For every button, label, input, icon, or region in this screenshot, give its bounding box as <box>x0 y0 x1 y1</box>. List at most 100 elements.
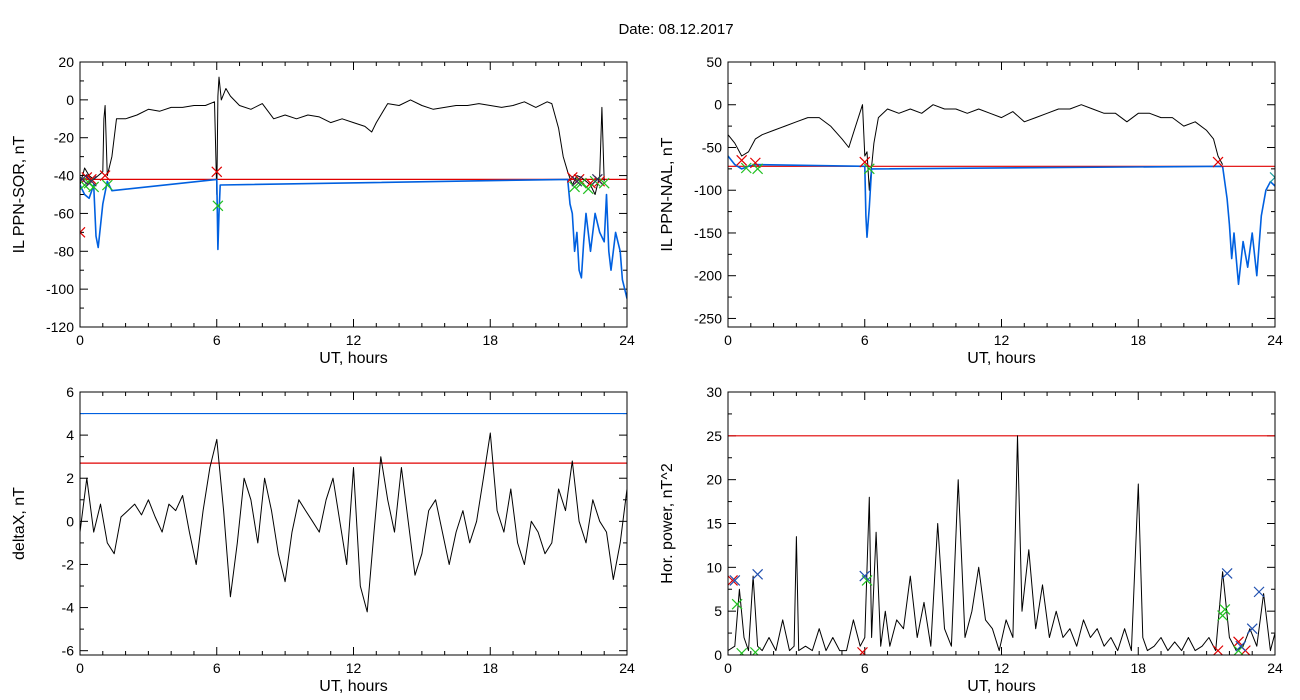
y-axis-title: Hor. power, nT^2 <box>659 463 676 584</box>
y-tick-label: 15 <box>706 516 722 532</box>
marker-x <box>731 598 743 610</box>
marker-x <box>99 170 111 181</box>
x-tick-label: 12 <box>346 660 362 676</box>
marker-x <box>212 200 224 212</box>
marker-x <box>859 570 871 582</box>
y-tick-label: 6 <box>66 384 74 400</box>
marker-x <box>749 646 761 655</box>
marker-x <box>211 166 223 178</box>
plot-frame <box>727 391 1276 656</box>
y-tick-label: -50 <box>702 139 722 155</box>
y-tick-label: 2 <box>66 470 74 486</box>
marker-x <box>1212 156 1224 168</box>
marker-x <box>598 177 610 189</box>
marker-x <box>859 156 871 168</box>
y-tick-label: 0 <box>714 647 722 663</box>
x-tick-label: 0 <box>724 660 732 676</box>
x-tick-label: 18 <box>1130 332 1146 348</box>
x-tick-label: 24 <box>1267 660 1283 676</box>
x-tick-label: 12 <box>346 332 362 348</box>
x-tick-label: 0 <box>76 660 84 676</box>
series-line-1 <box>728 104 1224 191</box>
x-tick-label: 24 <box>1267 332 1283 348</box>
marker-x <box>740 162 752 174</box>
y-axis-title: IL PPN-NAL, nT <box>659 137 676 251</box>
y-tick-label: 20 <box>58 54 74 70</box>
y-tick-label: 0 <box>714 97 722 113</box>
marker-x <box>749 157 761 169</box>
marker-x <box>1253 586 1265 598</box>
x-tick-label: 0 <box>76 332 84 348</box>
series-line-2 <box>728 155 1275 286</box>
plot-frame <box>727 61 1276 328</box>
marker-x <box>591 173 603 185</box>
y-tick-label: -250 <box>694 310 722 326</box>
series-line-1 <box>80 76 605 195</box>
x-axis-title: UT, hours <box>967 678 1035 695</box>
plot-frame <box>79 61 628 328</box>
y-tick-label: -20 <box>54 130 74 146</box>
series-line-1 <box>728 435 1275 652</box>
chart-panel-4: 0 6 12 18 24 0 5 10 15 20 25 30 UT, hours Hor. power,… <box>659 384 1283 695</box>
x-tick-label: 24 <box>619 332 635 348</box>
x-tick-label: 18 <box>482 332 498 348</box>
marker-x <box>857 646 868 655</box>
y-axis-title: IL PPN-SOR, nT <box>11 135 28 253</box>
marker-x <box>752 163 764 175</box>
x-tick-label: 12 <box>994 332 1010 348</box>
marker-x <box>863 163 875 175</box>
plot-area <box>80 76 627 299</box>
y-tick-label: 5 <box>714 603 722 619</box>
x-tick-label: 6 <box>213 660 221 676</box>
y-tick-label: -100 <box>694 182 722 198</box>
x-tick-label: 18 <box>482 660 498 676</box>
y-tick-label: -60 <box>54 205 74 221</box>
x-tick-label: 0 <box>724 332 732 348</box>
marker-x <box>80 226 86 238</box>
y-tick-label: -120 <box>46 319 74 335</box>
y-tick-label: -100 <box>46 281 74 297</box>
x-tick-label: 6 <box>861 332 869 348</box>
plot-area <box>728 435 1275 655</box>
figure-title: Date: 08.12.2017 <box>618 21 733 38</box>
x-axis-title: UT, hours <box>319 678 387 695</box>
marker-x <box>85 175 97 187</box>
marker-x <box>571 175 583 187</box>
y-tick-label: -40 <box>54 168 74 184</box>
marker-x <box>736 154 748 166</box>
x-tick-label: 18 <box>1130 660 1146 676</box>
x-tick-label: 6 <box>213 332 221 348</box>
y-tick-label: 0 <box>66 513 74 529</box>
y-tick-label: -200 <box>694 268 722 284</box>
y-tick-label: 0 <box>66 92 74 108</box>
marker-x <box>88 181 100 193</box>
marker-x <box>80 173 88 185</box>
x-tick-label: 6 <box>861 660 869 676</box>
series-line-1 <box>80 432 627 613</box>
plot-area <box>80 412 627 613</box>
x-tick-label: 12 <box>994 660 1010 676</box>
y-tick-label: 30 <box>706 384 722 400</box>
y-tick-label: 4 <box>66 427 74 443</box>
marker-x <box>729 575 741 586</box>
x-axis-title: UT, hours <box>319 350 387 367</box>
marker-x <box>1269 171 1275 183</box>
marker-x <box>1219 603 1231 615</box>
marker-x <box>728 575 738 586</box>
marker-x <box>1221 568 1233 579</box>
chart-panel-2: 0 6 12 18 24 -250 -200 -150 -100 -50 0 50 UT, hours I… <box>659 54 1283 367</box>
marker-x <box>1217 610 1229 621</box>
y-tick-label: 20 <box>706 472 722 488</box>
series-line-2 <box>80 178 627 299</box>
marker-x <box>752 568 764 580</box>
y-tick-label: -2 <box>62 556 75 572</box>
x-axis-title: UT, hours <box>967 350 1035 367</box>
marker-x <box>1246 623 1258 635</box>
marker-x <box>736 647 748 655</box>
y-tick-label: 50 <box>706 54 722 70</box>
x-tick-label: 24 <box>619 660 635 676</box>
y-tick-label: -6 <box>62 643 75 659</box>
